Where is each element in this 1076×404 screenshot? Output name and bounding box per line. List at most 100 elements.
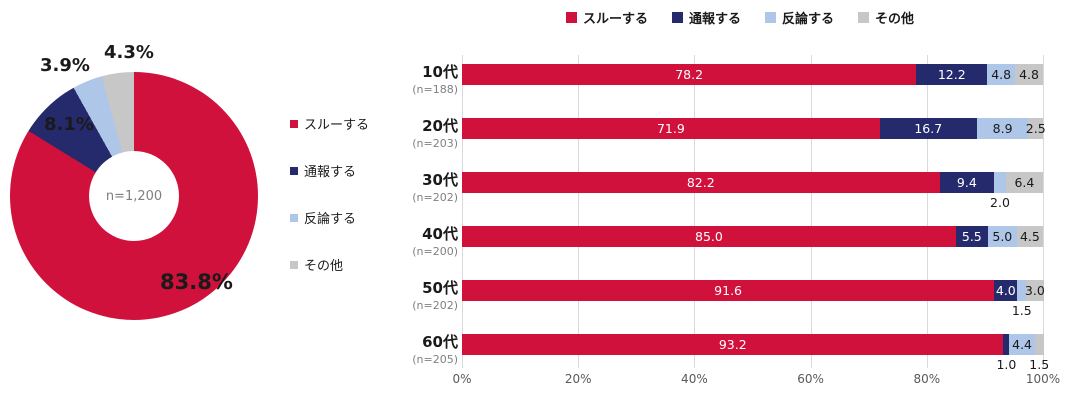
bar-segment <box>1009 334 1035 355</box>
x-axis-tick: 20% <box>564 372 592 386</box>
age-group-label: 50代 <box>422 279 458 297</box>
bar-segment <box>1016 226 1043 247</box>
bar-rows: 10代 (n=188) 78.2 12.2 4.8 4.8 20代 (n=203) 71.9 16… <box>0 63 1076 394</box>
value-label: 78.2 <box>675 67 704 82</box>
value-label: 4.4 <box>1012 337 1033 352</box>
sample-size-label: (n=202) <box>412 191 458 205</box>
bar-row: 30代 (n=202) 82.2 9.4 2.0 6.4 <box>0 171 1076 218</box>
bar-segment <box>1005 172 1043 193</box>
sample-size-label: (n=200) <box>412 245 458 259</box>
bar-segment <box>939 172 995 193</box>
bar-segment <box>462 334 1004 355</box>
legend-item: 反論する <box>765 8 834 27</box>
x-axis-tick: 60% <box>797 372 824 386</box>
gridline <box>694 55 696 368</box>
bar-segment <box>462 172 940 193</box>
value-label: 3.0 <box>1024 283 1045 298</box>
bar-segment <box>994 172 1006 193</box>
bar-row: 10代 (n=188) 78.2 12.2 4.8 4.8 <box>0 63 1076 110</box>
bar-plot-area: 0% 20% 40% 60% 80% 100% <box>452 55 1060 395</box>
bar-row: 20代 (n=203) 71.9 16.7 8.9 2.5 <box>0 117 1076 164</box>
value-label: 5.5 <box>961 229 982 244</box>
category-label: 10代 (n=188) <box>378 63 458 97</box>
bar-row: 40代 (n=200) 85.0 5.5 5.0 4.5 <box>0 225 1076 272</box>
legend-label: 反論する <box>304 212 357 227</box>
value-label: 4.5 <box>1019 229 1040 244</box>
gridline <box>462 55 463 368</box>
value-label: 8.9 <box>992 121 1013 136</box>
legend-item: その他 <box>290 255 369 274</box>
bar-segment <box>462 280 995 301</box>
legend-swatch-icon <box>290 260 298 269</box>
age-group-label: 60代 <box>422 333 458 351</box>
bar-segment <box>916 64 988 85</box>
value-label: 16.7 <box>914 121 943 136</box>
value-label: 6.4 <box>1014 175 1035 190</box>
sample-size-label: (n=205) <box>412 353 458 367</box>
legend-item: 通報する <box>672 8 741 27</box>
x-axis-tick: 80% <box>913 372 941 386</box>
value-label: 5.0 <box>992 229 1013 244</box>
value-label: 9.4 <box>956 175 977 190</box>
legend-item: 通報する <box>290 161 369 180</box>
legend-swatch-icon <box>290 119 298 128</box>
sample-size-total: n=1,200 <box>105 188 163 204</box>
category-label: 30代 (n=202) <box>378 171 458 205</box>
sample-size-label: (n=202) <box>412 299 458 313</box>
gridline <box>578 55 580 368</box>
legend-item: スルーする <box>290 114 369 133</box>
legend-label: その他 <box>304 259 344 274</box>
legend-swatch-icon <box>290 166 298 175</box>
bar-row: 50代 (n=202) 91.6 4.0 1.5 3.0 <box>0 279 1076 326</box>
sample-size-label: (n=203) <box>412 137 458 151</box>
stacked-bar: 82.2 9.4 2.0 6.4 <box>462 172 1043 210</box>
pie-value-label: 8.1% <box>44 114 94 135</box>
value-label: 91.6 <box>714 283 743 298</box>
pie-value-label: 83.8% <box>160 270 233 294</box>
bar-segment <box>1017 280 1027 301</box>
value-label: 82.2 <box>686 175 715 190</box>
pie-value-label: 4.3% <box>104 42 154 63</box>
bar-chart-legend: スルーする 通報する 反論する その他 <box>566 8 914 27</box>
value-label: 71.9 <box>656 121 685 136</box>
pie-legend: スルーする 通報する 反論する その他 <box>290 114 369 274</box>
x-axis-tick: 40% <box>681 372 708 386</box>
legend-item: スルーする <box>566 8 648 27</box>
value-label: 1.0 <box>996 357 1017 372</box>
x-axis-tick: 100% <box>1025 372 1061 386</box>
bar-segment <box>976 118 1029 139</box>
legend-item: 反論する <box>290 208 369 227</box>
value-label: 12.2 <box>937 67 966 82</box>
category-label: 60代 (n=205) <box>378 333 458 367</box>
legend-swatch-icon <box>672 12 684 23</box>
category-label: 20代 (n=203) <box>378 117 458 151</box>
gridline <box>926 55 928 368</box>
bar-segment <box>955 226 988 247</box>
category-label: 50代 (n=202) <box>378 279 458 313</box>
value-label: 4.0 <box>995 283 1016 298</box>
stacked-bar: 78.2 12.2 4.8 4.8 <box>462 64 1043 85</box>
stacked-bar: 71.9 16.7 8.9 2.5 <box>462 118 1046 139</box>
value-label: 1.5 <box>1029 357 1050 372</box>
bar-segment <box>462 118 880 139</box>
gridline <box>810 55 812 368</box>
value-label: 4.8 <box>1019 67 1039 82</box>
sample-size-label: (n=188) <box>412 83 458 97</box>
age-group-label: 10代 <box>422 63 458 81</box>
bar-segment <box>462 64 917 85</box>
legend-swatch-icon <box>566 12 577 23</box>
value-label: 85.0 <box>695 229 723 244</box>
pie-value-label: 3.9% <box>40 55 90 76</box>
legend-swatch-icon <box>858 12 870 23</box>
bar-segment <box>1003 334 1010 355</box>
bar-segment <box>994 280 1018 301</box>
bar-segment <box>987 64 1016 85</box>
legend-label: その他 <box>875 12 915 27</box>
value-label: 4.8 <box>991 67 1012 82</box>
bar-segment <box>987 226 1017 247</box>
legend-label: 通報する <box>689 12 742 27</box>
value-label: 93.2 <box>718 337 747 352</box>
bar-segment <box>1028 118 1043 139</box>
x-axis-tick: 0% <box>452 372 472 386</box>
